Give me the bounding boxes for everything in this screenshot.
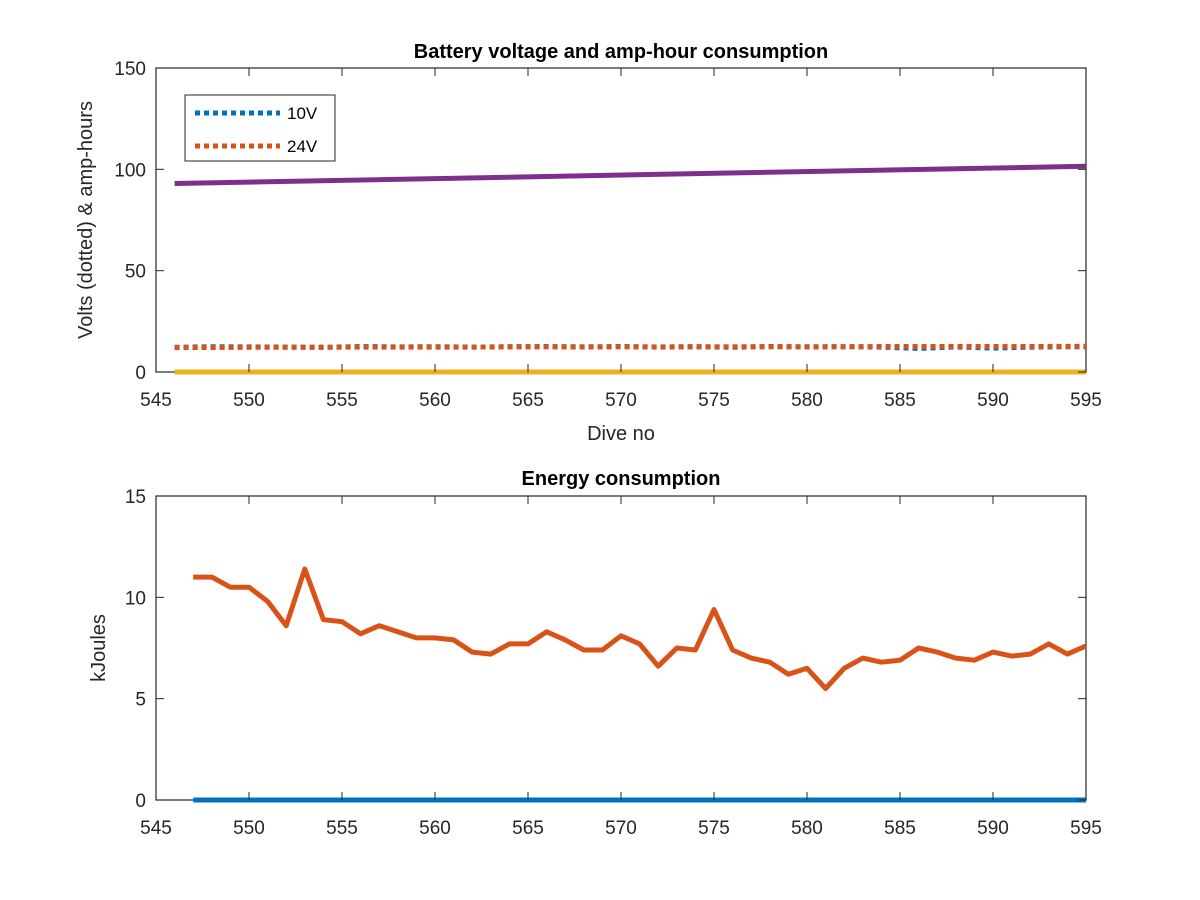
series-line-4 [174, 163, 1087, 186]
chart-title: Energy consumption [522, 468, 721, 490]
x-tick-label: 555 [326, 818, 358, 839]
y-tick-label: 15 [125, 487, 146, 508]
x-tick-label: 580 [791, 390, 823, 411]
chart-title: Battery voltage and amp-hour consumption [414, 41, 828, 63]
x-tick-label: 560 [419, 818, 451, 839]
y-axis-label: kJoules [88, 614, 110, 682]
y-tick-label: 50 [125, 262, 146, 283]
x-tick-label: 545 [140, 818, 172, 839]
energy-subplot: 545 550 555 560 565 570 575 580 585 590 595051015 … [88, 468, 1102, 839]
x-tick-label: 590 [977, 390, 1009, 411]
x-tick-label: 580 [791, 818, 823, 839]
x-tick-label: 570 [605, 390, 637, 411]
x-tick-label: 595 [1070, 818, 1102, 839]
x-tick-label: 585 [884, 390, 916, 411]
y-tick-label: 10 [125, 588, 146, 609]
y-tick-label: 5 [135, 690, 146, 711]
x-tick-label: 575 [698, 390, 730, 411]
legend-box [184, 94, 336, 162]
legend-label-24v: 24V [287, 137, 318, 156]
x-tick-label: 550 [233, 390, 265, 411]
legend: 10V 24V [184, 94, 336, 162]
y-axis-label: Volts (dotted) & amp-hours [75, 101, 97, 339]
y-tick-label: 100 [114, 160, 146, 181]
series-line-24v [174, 343, 1087, 350]
voltage-amphour-subplot: 545 550 555 560 565 570 575 580 585 590 595 0 50 100 1… [75, 41, 1102, 445]
x-tick-label: 545 [140, 390, 172, 411]
x-tick-label: 595 [1070, 390, 1102, 411]
series-line-2 [193, 566, 1087, 691]
ticks-layer: 545 550 555 560 565 570 575 580 585 590 595 0 50 100 1… [114, 59, 1102, 411]
y-tick-label: 150 [114, 59, 146, 80]
x-tick-label: 565 [512, 818, 544, 839]
ticks-layer: 545 550 555 560 565 570 575 580 585 590 595 0 5 10 15 [125, 487, 1102, 839]
x-tick-label: 555 [326, 390, 358, 411]
x-tick-label: 560 [419, 390, 451, 411]
y-tick-label: 0 [135, 363, 146, 384]
x-tick-label: 590 [977, 818, 1009, 839]
x-axis-label: Dive no [587, 423, 655, 445]
x-tick-label: 585 [884, 818, 916, 839]
x-tick-label: 570 [605, 818, 637, 839]
legend-label-10v: 10V [287, 104, 318, 123]
y-tick-label: 0 [135, 791, 146, 812]
series-layer [174, 163, 1087, 375]
x-tick-label: 565 [512, 390, 544, 411]
x-tick-label: 550 [233, 818, 265, 839]
plot-area [155, 495, 1087, 801]
x-tick-label: 575 [698, 818, 730, 839]
